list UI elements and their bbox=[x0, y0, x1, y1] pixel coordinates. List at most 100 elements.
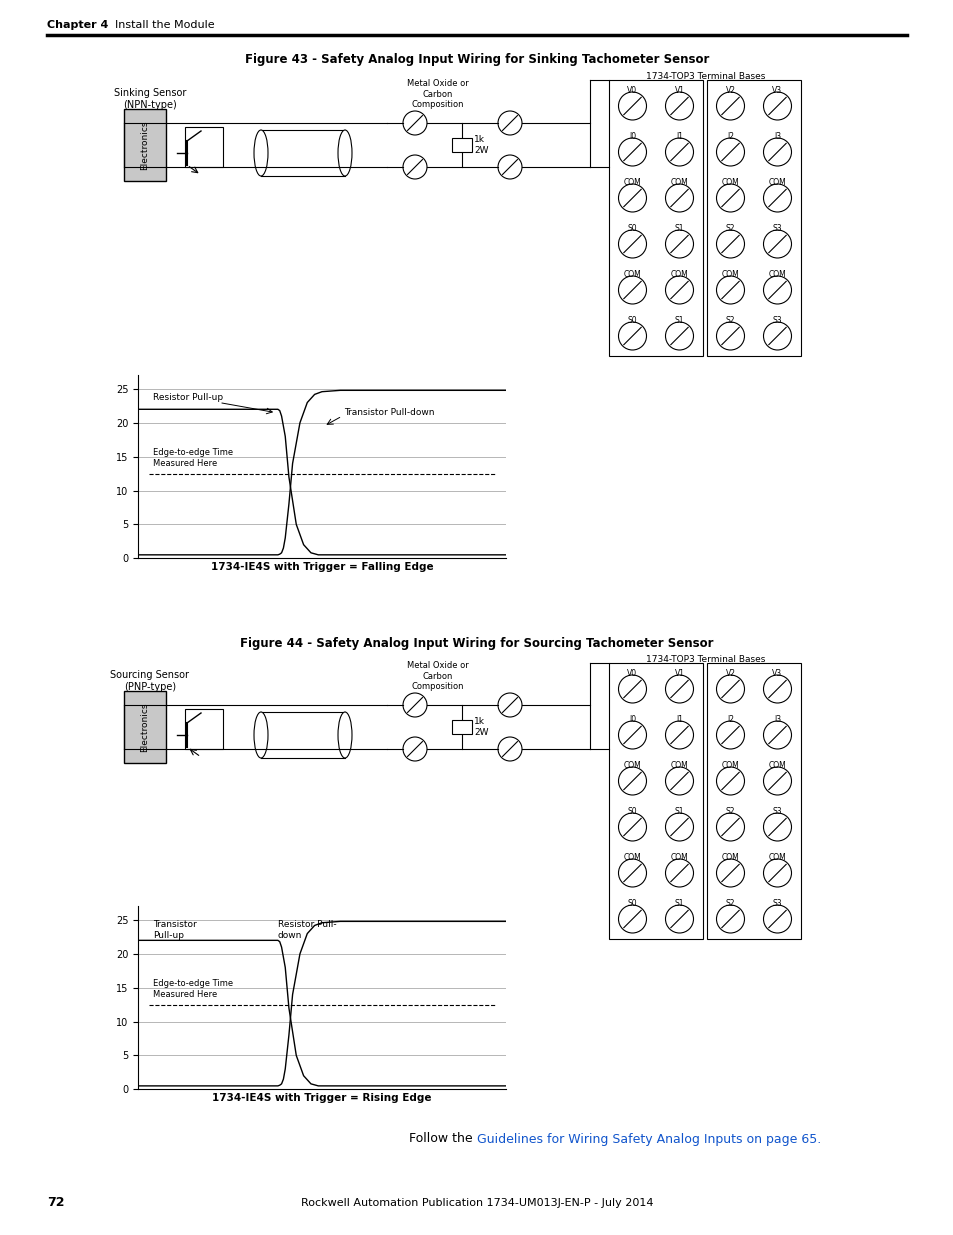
Text: I0: I0 bbox=[628, 132, 636, 141]
Bar bbox=[706, 80, 801, 356]
Circle shape bbox=[618, 860, 646, 887]
Circle shape bbox=[497, 156, 521, 179]
Circle shape bbox=[618, 275, 646, 304]
Circle shape bbox=[716, 184, 743, 212]
Text: Sinking Sensor
(NPN-type): Sinking Sensor (NPN-type) bbox=[113, 88, 186, 110]
Text: COM: COM bbox=[670, 178, 688, 186]
Text: S3: S3 bbox=[772, 224, 781, 233]
Text: S1: S1 bbox=[674, 224, 683, 233]
X-axis label: 1734-IE4S with Trigger = Falling Edge: 1734-IE4S with Trigger = Falling Edge bbox=[211, 562, 433, 572]
Circle shape bbox=[762, 91, 791, 120]
Text: S1: S1 bbox=[674, 899, 683, 908]
Text: Edge-to-edge Time
Measured Here: Edge-to-edge Time Measured Here bbox=[152, 979, 233, 999]
Circle shape bbox=[618, 813, 646, 841]
Text: Install the Module: Install the Module bbox=[115, 20, 214, 30]
Text: Metal Oxide or
Carbon
Composition: Metal Oxide or Carbon Composition bbox=[407, 661, 468, 692]
Text: COM: COM bbox=[720, 270, 739, 279]
Circle shape bbox=[762, 813, 791, 841]
Circle shape bbox=[402, 737, 427, 761]
Circle shape bbox=[665, 860, 693, 887]
Circle shape bbox=[665, 721, 693, 748]
Text: COM: COM bbox=[623, 761, 640, 769]
Text: COM: COM bbox=[768, 761, 785, 769]
Circle shape bbox=[716, 91, 743, 120]
Text: COM: COM bbox=[768, 178, 785, 186]
Circle shape bbox=[402, 156, 427, 179]
Text: S0: S0 bbox=[627, 224, 637, 233]
Circle shape bbox=[762, 721, 791, 748]
Circle shape bbox=[762, 322, 791, 350]
Text: COM: COM bbox=[623, 853, 640, 862]
Text: Figure 43 - Safety Analog Input Wiring for Sinking Tachometer Sensor: Figure 43 - Safety Analog Input Wiring f… bbox=[245, 53, 708, 65]
Text: S2: S2 bbox=[725, 806, 735, 816]
Text: 72: 72 bbox=[47, 1197, 65, 1209]
Circle shape bbox=[618, 230, 646, 258]
Circle shape bbox=[762, 230, 791, 258]
Text: S3: S3 bbox=[772, 899, 781, 908]
Ellipse shape bbox=[337, 130, 352, 177]
Circle shape bbox=[497, 111, 521, 135]
Text: Electronics: Electronics bbox=[140, 120, 150, 169]
Text: S1: S1 bbox=[674, 316, 683, 325]
Text: S2: S2 bbox=[725, 224, 735, 233]
Text: S0: S0 bbox=[627, 899, 637, 908]
Circle shape bbox=[402, 693, 427, 718]
Circle shape bbox=[716, 767, 743, 795]
Bar bbox=[185, 127, 223, 167]
Circle shape bbox=[762, 275, 791, 304]
Text: V1: V1 bbox=[674, 669, 684, 678]
Text: Rockwell Automation Publication 1734-UM013J-EN-P - July 2014: Rockwell Automation Publication 1734-UM0… bbox=[300, 1198, 653, 1208]
Bar bbox=[124, 692, 166, 763]
Circle shape bbox=[716, 275, 743, 304]
Circle shape bbox=[716, 721, 743, 748]
Circle shape bbox=[665, 767, 693, 795]
Text: COM: COM bbox=[623, 270, 640, 279]
Circle shape bbox=[618, 138, 646, 165]
Circle shape bbox=[497, 737, 521, 761]
Text: S2: S2 bbox=[725, 899, 735, 908]
Text: COM: COM bbox=[670, 761, 688, 769]
Text: S0: S0 bbox=[627, 806, 637, 816]
Text: Figure 44 - Safety Analog Input Wiring for Sourcing Tachometer Sensor: Figure 44 - Safety Analog Input Wiring f… bbox=[240, 637, 713, 650]
Circle shape bbox=[665, 676, 693, 703]
Text: COM: COM bbox=[670, 270, 688, 279]
Circle shape bbox=[762, 676, 791, 703]
Circle shape bbox=[665, 230, 693, 258]
Text: COM: COM bbox=[670, 853, 688, 862]
Circle shape bbox=[618, 91, 646, 120]
Text: Edge-to-edge Time
Measured Here: Edge-to-edge Time Measured Here bbox=[152, 448, 233, 468]
Text: COM: COM bbox=[720, 178, 739, 186]
Text: Metal Oxide or
Carbon
Composition: Metal Oxide or Carbon Composition bbox=[407, 79, 468, 109]
Circle shape bbox=[618, 676, 646, 703]
Circle shape bbox=[402, 111, 427, 135]
Text: I2: I2 bbox=[726, 715, 733, 724]
Text: COM: COM bbox=[720, 761, 739, 769]
Circle shape bbox=[762, 184, 791, 212]
Circle shape bbox=[618, 322, 646, 350]
Text: Resistor Pull-
down: Resistor Pull- down bbox=[277, 920, 336, 940]
Circle shape bbox=[762, 767, 791, 795]
Circle shape bbox=[665, 91, 693, 120]
Circle shape bbox=[665, 905, 693, 932]
Text: V3: V3 bbox=[772, 86, 781, 95]
Text: I0: I0 bbox=[628, 715, 636, 724]
Circle shape bbox=[665, 813, 693, 841]
Text: V2: V2 bbox=[724, 86, 735, 95]
Bar bbox=[185, 709, 223, 748]
Text: S1: S1 bbox=[674, 806, 683, 816]
Text: S3: S3 bbox=[772, 316, 781, 325]
Text: I2: I2 bbox=[726, 132, 733, 141]
Circle shape bbox=[618, 184, 646, 212]
Text: V0: V0 bbox=[627, 86, 637, 95]
Bar bbox=[608, 663, 702, 939]
Text: COM: COM bbox=[623, 178, 640, 186]
Circle shape bbox=[497, 693, 521, 718]
Text: S3: S3 bbox=[772, 806, 781, 816]
Bar bbox=[706, 663, 801, 939]
Text: Resistor Pull-up: Resistor Pull-up bbox=[152, 393, 223, 401]
X-axis label: 1734-IE4S with Trigger = Rising Edge: 1734-IE4S with Trigger = Rising Edge bbox=[212, 1093, 432, 1103]
Circle shape bbox=[665, 275, 693, 304]
Text: 1k
2W: 1k 2W bbox=[474, 136, 488, 154]
Ellipse shape bbox=[337, 713, 352, 758]
Circle shape bbox=[716, 905, 743, 932]
